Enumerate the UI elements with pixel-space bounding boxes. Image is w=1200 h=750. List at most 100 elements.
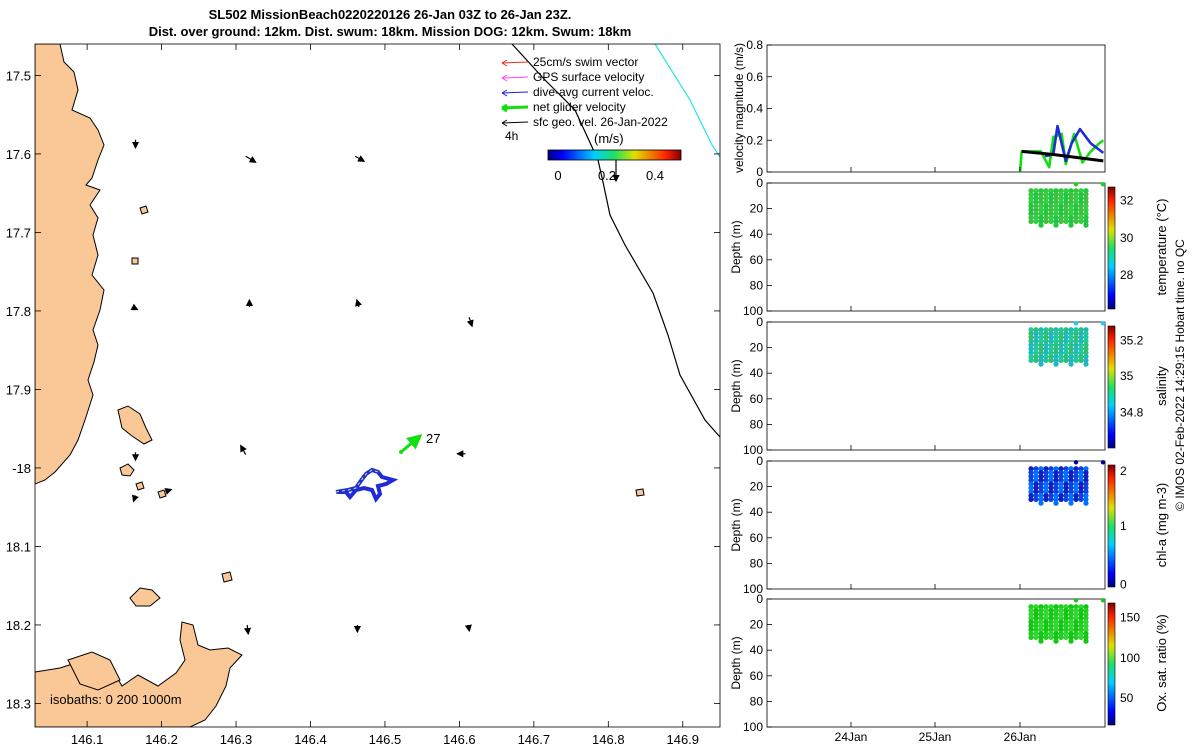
profile-sample (1073, 199, 1079, 205)
profile-sample (1083, 615, 1089, 621)
profile-sample (1053, 207, 1059, 213)
profile-sample (1063, 631, 1069, 637)
profile-sample (1048, 489, 1054, 495)
profile-sample (1068, 215, 1074, 221)
geo-velocity-arrow (354, 155, 366, 162)
profile-sample (1033, 199, 1039, 205)
profile-sample (1063, 346, 1069, 352)
profile-sample (1033, 346, 1039, 352)
profile-sample (1038, 607, 1044, 614)
profile-sample (1048, 195, 1054, 201)
profile-sample (1068, 477, 1074, 483)
profile-sample (1053, 477, 1059, 483)
profile-sample (1083, 485, 1089, 491)
profile-sample (1043, 215, 1049, 221)
map-y-tick-label: 17.8 (6, 304, 31, 319)
profile-sample (1073, 496, 1079, 502)
profile-sample (1073, 211, 1079, 217)
profile-sample (1043, 191, 1049, 198)
speed-colorbar (547, 149, 682, 161)
profile-sample (1058, 619, 1064, 625)
profile-sample (1038, 346, 1044, 352)
surface-sample (1100, 598, 1106, 603)
profile-sample (1073, 218, 1079, 224)
profile-sample (1078, 218, 1084, 224)
profile-sample (1033, 481, 1039, 487)
depth-tick-label: 60 (750, 669, 764, 683)
profile-sample (1033, 469, 1039, 476)
profile-sample (1043, 481, 1049, 487)
depth-tick-label: 80 (750, 278, 764, 292)
profile-sample (1068, 607, 1074, 614)
profile-sample (1063, 481, 1069, 487)
profile-sample (1058, 327, 1064, 333)
profile-sample (1068, 342, 1074, 348)
mainland-coast (35, 44, 105, 485)
profile-sample (1073, 466, 1079, 472)
profile-sample (1073, 485, 1079, 491)
profile-sample (1043, 623, 1049, 629)
profile-sample (1063, 354, 1069, 360)
profile-sample (1048, 477, 1054, 483)
profile-sample (1078, 346, 1084, 352)
profile-sample (1053, 215, 1059, 221)
chla-colorbar (1107, 464, 1116, 588)
profile-sample (1043, 203, 1049, 209)
profile-sample (1053, 354, 1059, 360)
map-y-tick-label: 18.1 (6, 539, 31, 554)
profile-sample (1073, 623, 1079, 629)
profile-sample (1058, 199, 1064, 205)
profile-sample (1073, 611, 1079, 618)
velocity-panel: 0.8 0.6 0.4 0.2 0 velocity magnitude (m/s) (732, 38, 1106, 179)
profile-sample (1078, 215, 1084, 221)
profile-sample (1058, 493, 1064, 499)
profile-sample (1068, 199, 1074, 205)
profile-sample (1078, 607, 1084, 614)
profile-sample (1048, 211, 1054, 217)
profile-sample (1078, 623, 1084, 629)
profile-sample (1028, 327, 1034, 333)
profile-sample (1038, 493, 1044, 499)
profile-sample (1028, 346, 1034, 352)
profile-sample (1063, 607, 1069, 614)
depth-tick-label: 60 (750, 392, 764, 406)
profile-sample (1048, 188, 1054, 194)
depth-tick-label: 80 (750, 556, 764, 570)
profile-sample (1028, 496, 1034, 502)
profile-sample (1053, 222, 1059, 228)
profile-sample (1053, 493, 1059, 499)
profile-sample (1083, 466, 1089, 472)
profile-sample (1073, 203, 1079, 209)
profile-sample (1033, 327, 1039, 333)
profile-sample (1028, 330, 1034, 337)
profile-sample (1073, 346, 1079, 352)
surface-sample (1073, 182, 1079, 187)
profile-sample (1058, 215, 1064, 221)
colorbar-tick-label: 35 (1120, 369, 1134, 383)
profile-sample (1053, 485, 1059, 491)
profile-sample (1068, 211, 1074, 217)
profile-sample (1068, 357, 1074, 363)
profile-sample (1083, 500, 1089, 506)
geo-velocity-arrow (131, 494, 139, 503)
profile-sample (1083, 627, 1089, 633)
salinity-axes (766, 321, 1106, 451)
profile-sample (1043, 604, 1049, 610)
island-dunk (117, 405, 153, 445)
profile-sample (1043, 631, 1049, 637)
map-y-tick-label: -18 (12, 461, 31, 476)
profile-sample (1043, 634, 1049, 641)
profile-sample (1073, 473, 1079, 479)
profile-sample (1058, 466, 1064, 472)
depth-tick-label: 40 (750, 643, 764, 657)
profile-sample (1053, 481, 1059, 487)
profile-sample (1043, 330, 1049, 337)
profile-sample (1083, 607, 1089, 614)
profile-sample (1038, 485, 1044, 491)
profile-sample (1053, 188, 1059, 194)
profile-sample (1058, 203, 1064, 209)
profile-sample (1073, 215, 1079, 221)
profile-sample (1038, 481, 1044, 487)
profile-sample (1068, 634, 1074, 641)
profile-sample (1068, 218, 1074, 224)
